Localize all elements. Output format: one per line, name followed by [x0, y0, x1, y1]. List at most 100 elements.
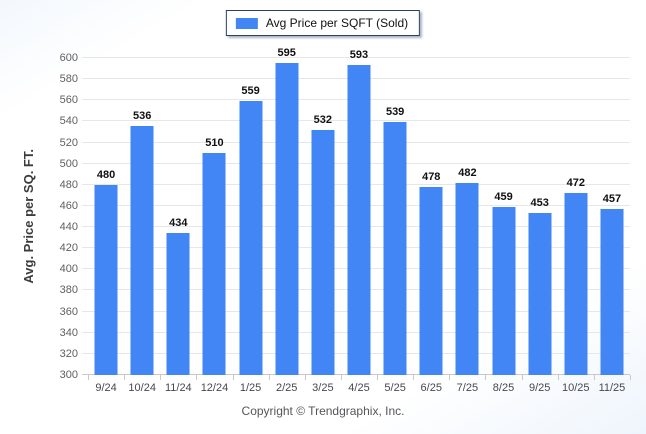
bar-slot: 532 3/25 — [305, 58, 341, 394]
bar — [528, 213, 552, 375]
bar — [455, 182, 479, 375]
bar-value-label: 457 — [602, 193, 622, 206]
bar-value-label: 595 — [277, 47, 296, 60]
bar-value-label: 539 — [385, 106, 405, 119]
x-axis-category-label: 1/25 — [239, 382, 262, 394]
bar-slot: 539 5/25 — [377, 58, 413, 394]
bar — [419, 186, 443, 375]
x-axis-tick — [413, 375, 415, 380]
x-axis-category-label: 9/25 — [528, 382, 551, 394]
x-axis-tick — [268, 375, 270, 380]
x-axis-category-label: 7/25 — [456, 382, 479, 394]
x-axis-tick — [196, 375, 198, 380]
x-axis-category-label: 11/24 — [164, 382, 192, 394]
bar — [347, 65, 371, 375]
bar-slot: 453 9/25 — [522, 58, 558, 394]
y-axis-tick-label: 480 — [59, 178, 78, 191]
legend-label: Avg Price per SQFT (Sold) — [265, 16, 409, 30]
bar-value-label: 536 — [133, 109, 152, 122]
bar — [166, 233, 190, 375]
x-axis-tick — [124, 375, 126, 380]
bar — [94, 184, 118, 375]
bar-value-label: 593 — [349, 49, 369, 62]
bar-value-label: 459 — [494, 191, 513, 203]
copyright-text: Copyright © Trendgraphix, Inc. — [241, 404, 405, 418]
bar-slot: 510 12/24 — [196, 58, 232, 394]
x-axis-tick — [377, 375, 379, 380]
bar-slot: 595 2/25 — [269, 47, 305, 394]
y-axis-tick-label: 340 — [59, 326, 78, 339]
bar-slot: 459 8/25 — [485, 58, 521, 394]
y-axis-tick-label: 380 — [59, 284, 78, 297]
x-axis-category-label: 4/25 — [348, 382, 370, 394]
x-axis-tick — [304, 375, 306, 380]
x-axis-category-label: 11/25 — [598, 382, 626, 394]
bar-slot: 482 7/25 — [449, 58, 485, 394]
y-axis-tick-label: 580 — [59, 73, 78, 86]
y-axis-tick-label: 600 — [59, 52, 78, 64]
y-axis-tick-label: 540 — [59, 115, 78, 128]
y-axis-title-text: Avg. Price per SQ. FT. — [20, 149, 36, 284]
plot-area: 300 320 340 360 380 400 420 440 460 480 500 520 540 5… — [60, 47, 631, 394]
bar — [130, 125, 154, 375]
x-axis-tick — [449, 375, 451, 380]
bar-value-label: 472 — [566, 177, 585, 190]
bar-value-label: 559 — [241, 85, 260, 98]
y-axis-tick-label: 560 — [59, 94, 78, 107]
x-axis-tick — [485, 375, 487, 380]
bar — [275, 63, 299, 375]
x-axis-category-label: 3/25 — [312, 382, 334, 394]
y-axis-tick-label: 360 — [59, 305, 78, 318]
bar-value-label: 510 — [205, 137, 224, 150]
y-axis-tick-label: 400 — [59, 263, 78, 276]
x-axis-tick — [232, 375, 234, 380]
bar — [600, 209, 624, 375]
bar — [383, 122, 407, 375]
x-axis-category-label: 2/25 — [276, 382, 298, 394]
y-axis-tick-label: 460 — [59, 199, 78, 212]
y-axis-tick-label: 300 — [59, 369, 78, 381]
legend-swatch-icon — [235, 17, 258, 29]
bar-value-label: 482 — [458, 166, 477, 179]
x-axis-category-label: 12/24 — [200, 382, 229, 394]
y-axis-tick-label: 440 — [59, 221, 78, 234]
x-axis-category-label: 10/24 — [128, 382, 156, 394]
y-axis-tick-label: 520 — [59, 136, 78, 149]
bar-slot: 472 10/25 — [558, 58, 594, 394]
y-axis-title: Avg. Price per SQ. FT. — [16, 58, 40, 375]
x-axis-tick — [593, 375, 595, 380]
bar — [239, 101, 263, 375]
bar-value-label: 480 — [96, 168, 116, 181]
bar — [492, 207, 516, 375]
bar-slot: 478 6/25 — [413, 58, 449, 394]
bar — [311, 129, 335, 375]
x-axis-tick — [630, 375, 631, 380]
bar-value-label: 434 — [169, 217, 188, 230]
bar-slot: 480 9/24 — [88, 58, 124, 394]
bar-value-label: 453 — [530, 197, 549, 210]
x-axis-tick — [340, 375, 342, 380]
legend: Avg Price per SQFT (Sold) — [225, 10, 421, 36]
x-axis-category-label: 10/25 — [562, 382, 590, 394]
y-axis-tick-label: 500 — [59, 157, 78, 170]
x-axis-category-label: 9/24 — [95, 382, 117, 394]
bar-value-label: 532 — [313, 113, 333, 126]
x-axis-category-label: 8/25 — [492, 382, 515, 394]
x-axis-category-label: 6/25 — [420, 382, 442, 394]
bar-slot: 536 10/24 — [124, 58, 160, 394]
bar-slot: 457 11/25 — [594, 58, 630, 394]
y-axis-tick-label: 320 — [59, 347, 78, 360]
x-axis-tick — [557, 375, 559, 380]
x-axis-tick — [521, 375, 523, 380]
x-axis-tick — [160, 375, 162, 380]
bar-slot: 434 11/24 — [160, 58, 196, 394]
bar-value-label: 478 — [422, 170, 441, 183]
bar-slot: 593 4/25 — [341, 49, 377, 394]
y-axis-tick-label: 420 — [59, 242, 78, 255]
bar-slot: 559 1/25 — [233, 58, 269, 394]
x-axis-tick — [88, 375, 89, 380]
bar — [564, 193, 588, 375]
bar — [202, 153, 226, 375]
gridline — [82, 57, 630, 58]
x-axis-category-label: 5/25 — [384, 382, 406, 394]
